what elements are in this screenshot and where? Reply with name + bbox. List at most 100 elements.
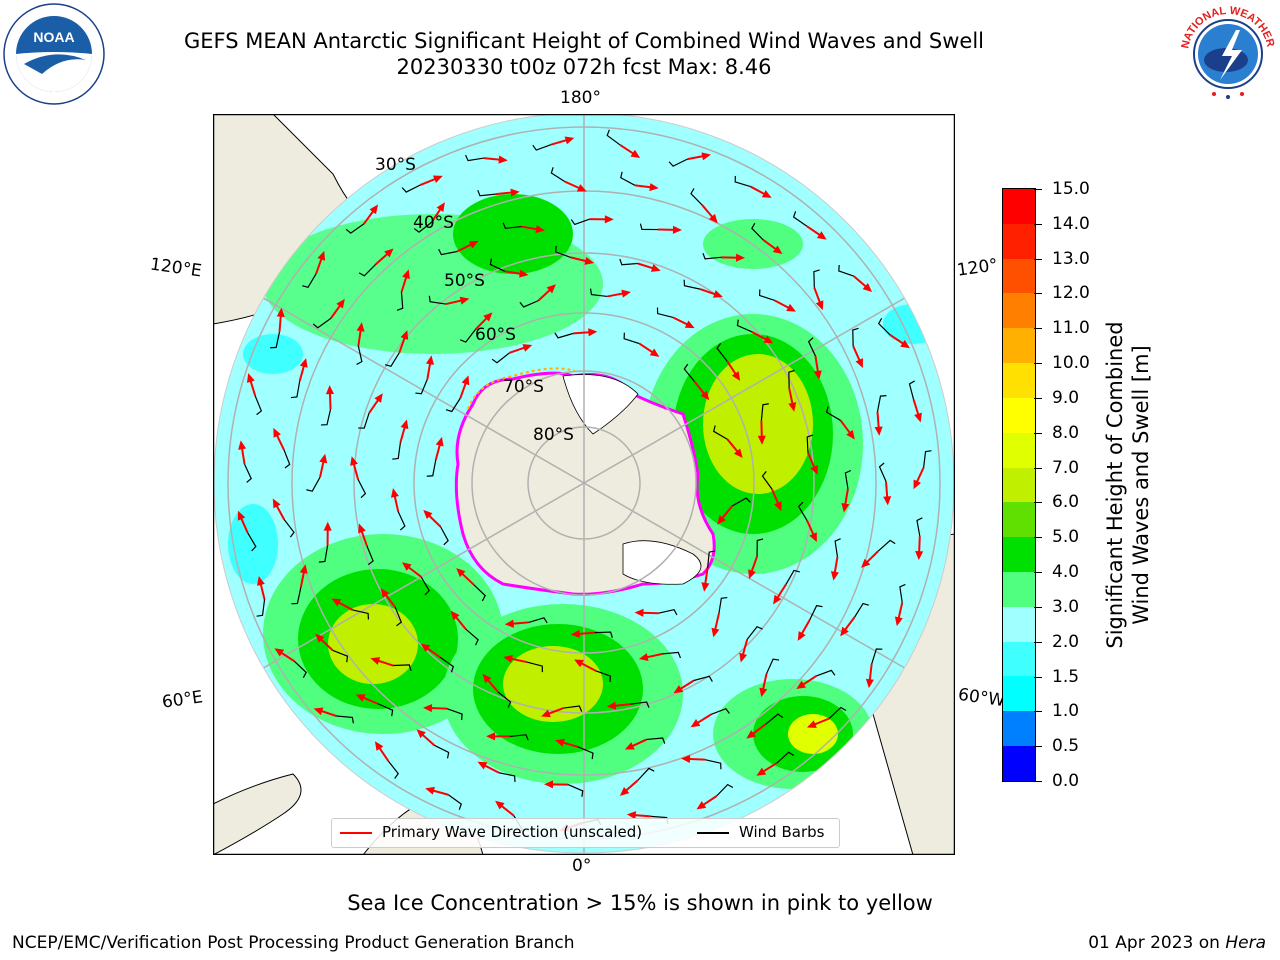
wave-arrow-head xyxy=(763,335,774,344)
footer-date-text: 01 Apr 2023 on xyxy=(1088,933,1226,953)
wave-arrow xyxy=(368,397,381,414)
wind-barb xyxy=(899,583,906,603)
colorbar-segment xyxy=(1003,746,1035,781)
wave-arrow-head xyxy=(544,780,554,789)
wind-barb xyxy=(792,211,808,227)
wave-arrow-head xyxy=(503,654,513,663)
wave-arrow-head xyxy=(840,626,849,637)
wind-barb xyxy=(526,661,543,673)
colorbar-segment xyxy=(1003,328,1035,364)
wind-barb xyxy=(459,329,477,343)
wind-barb xyxy=(434,744,450,759)
colorbar-segment xyxy=(1003,676,1035,712)
lat-label-40s: 40°S xyxy=(413,213,454,233)
lon-label-lower-left: 60°E xyxy=(160,687,205,713)
wind-barb xyxy=(658,609,678,616)
wind-barb xyxy=(646,737,666,744)
wind-barb xyxy=(554,332,574,339)
colorbar-segment xyxy=(1003,258,1035,294)
wave-arrow xyxy=(383,592,397,608)
wind-barb xyxy=(834,538,841,558)
wave-arrow xyxy=(459,380,468,399)
wind-barb xyxy=(923,450,932,468)
wave-arrow-head xyxy=(369,204,379,215)
wind-barb xyxy=(312,317,332,329)
wave-arrow-head xyxy=(874,426,883,436)
wave-arrow-head xyxy=(510,188,520,197)
wave-arrow xyxy=(240,446,246,465)
wave-arrow-head xyxy=(883,496,892,506)
wave-arrow-head xyxy=(711,627,720,638)
wave-arrow-head xyxy=(913,479,921,490)
wave-arrow-head xyxy=(374,393,383,403)
wave-arrow xyxy=(483,157,502,161)
wind-barb xyxy=(396,292,404,311)
wave-arrow-head xyxy=(830,571,839,581)
colorbar-tick-mark xyxy=(1034,328,1042,330)
wind-barb xyxy=(878,462,887,482)
wave-arrow xyxy=(510,621,529,625)
lon-label-top: 180° xyxy=(560,88,601,108)
wind-barb xyxy=(706,550,716,569)
wind-barb xyxy=(366,545,374,566)
wave-arrow-head xyxy=(861,558,871,568)
wave-arrow-head xyxy=(774,501,782,512)
wind-barb xyxy=(871,648,883,665)
wave-arrow xyxy=(521,225,540,231)
wind-barb xyxy=(352,609,370,620)
wave-arrow xyxy=(637,262,656,270)
wave-arrow-head xyxy=(423,704,433,713)
wave-arrow xyxy=(400,274,408,293)
wave-arrow xyxy=(453,614,467,630)
wind-barb xyxy=(345,223,365,234)
map-panel: 30°S 40°S 50°S 60°S 70°S 80°S Primary Wa… xyxy=(213,114,955,855)
wave-arrow-head xyxy=(672,225,682,234)
wave-arrow-head xyxy=(735,253,745,262)
wave-arrow xyxy=(377,745,390,762)
wave-arrow-head xyxy=(626,811,637,820)
wind-barb xyxy=(392,442,401,460)
wave-arrow-head xyxy=(535,225,545,234)
wind-barb xyxy=(489,258,506,272)
wave-arrow xyxy=(495,191,514,196)
wind-barb xyxy=(606,129,621,146)
wave-arrow xyxy=(278,650,296,663)
wave-arrow-head xyxy=(708,213,718,224)
wave-arrow xyxy=(713,613,720,632)
wind-barb xyxy=(306,476,321,492)
wind-barb xyxy=(702,252,722,260)
wave-arrow xyxy=(328,391,332,410)
wave-arrow xyxy=(393,493,400,512)
wind-barb xyxy=(877,317,891,336)
wave-arrow xyxy=(570,256,589,263)
wave-arrow-head xyxy=(713,290,723,298)
wave-arrow xyxy=(456,242,474,253)
wind-barb xyxy=(760,403,769,421)
wave-arrow xyxy=(868,664,873,683)
colorbar-tick-mark xyxy=(1034,397,1042,399)
wind-barb xyxy=(446,708,463,721)
wave-arrow xyxy=(573,331,592,335)
wave-arrow xyxy=(398,335,407,354)
wave-arrow xyxy=(853,275,869,289)
wind-barb xyxy=(477,189,496,197)
wave-arrow-head xyxy=(772,245,783,254)
wind-barb xyxy=(668,158,688,167)
wave-arrow xyxy=(360,528,368,547)
wave-arrow-head xyxy=(701,152,711,161)
wind-barb xyxy=(256,599,266,617)
wave-arrow-head xyxy=(914,412,922,423)
wind-barb xyxy=(639,223,658,231)
colorbar xyxy=(1002,188,1036,782)
wave-arrow-head xyxy=(690,719,701,728)
wind-barb xyxy=(662,651,682,659)
wave-arrow-head xyxy=(696,801,707,810)
wave-arrow xyxy=(299,569,306,588)
wave-arrow xyxy=(298,363,306,382)
colorbar-tick-label: 7.0 xyxy=(1052,457,1080,478)
wind-barb xyxy=(813,269,820,288)
wave-arrow-head xyxy=(384,248,394,258)
wave-arrow xyxy=(807,452,817,470)
wind-barb xyxy=(447,794,463,810)
wave-arrow xyxy=(852,345,862,363)
